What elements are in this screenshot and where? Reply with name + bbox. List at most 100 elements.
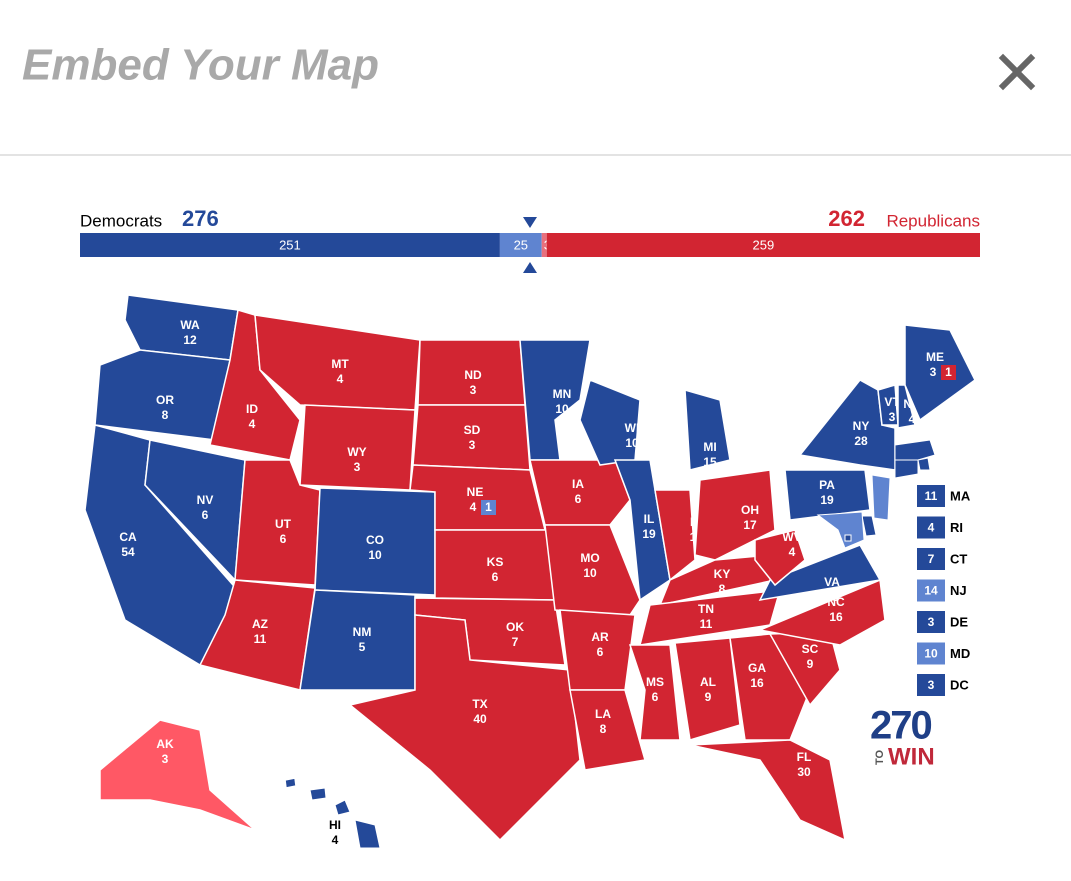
state-votes: 3 — [889, 410, 896, 424]
state-abbr: KS — [487, 555, 504, 569]
state-abbr: WI — [625, 421, 640, 435]
state-abbr: TN — [698, 602, 714, 616]
state-votes: 10 — [555, 402, 569, 416]
state-abbr: ND — [464, 368, 482, 382]
state-votes: 6 — [492, 570, 499, 584]
state-shape — [628, 644, 681, 741]
state-shape — [354, 819, 381, 849]
close-icon[interactable] — [998, 53, 1036, 91]
state-votes: 10 — [583, 566, 597, 580]
state-votes: 13 — [825, 590, 839, 604]
state-shape — [894, 439, 936, 461]
state-votes: 28 — [854, 434, 868, 448]
state-shape — [871, 474, 891, 521]
state-abbr: FL — [797, 750, 812, 764]
state-votes: 19 — [820, 493, 834, 507]
split-votes: 1 — [485, 500, 492, 514]
state-abbr: IA — [572, 477, 584, 491]
state-abbr: AR — [591, 630, 609, 644]
segment-label: 259 — [753, 237, 775, 252]
state-shape — [729, 633, 811, 741]
state-votes: 11 — [254, 632, 267, 646]
marker-top — [523, 217, 537, 228]
state-shape — [897, 384, 916, 429]
state-votes: 15 — [703, 455, 717, 469]
state-abbr: WY — [347, 445, 366, 459]
small-state-votes: 14 — [924, 584, 938, 598]
split-votes: 1 — [945, 365, 952, 379]
state-votes: 4 — [470, 500, 477, 514]
state-votes: 6 — [597, 645, 604, 659]
state-abbr: NM — [353, 625, 372, 639]
state-shape — [758, 544, 882, 601]
bar-segment — [80, 233, 500, 257]
state-abbr: WV — [782, 530, 801, 544]
state-shape — [638, 589, 782, 646]
small-state-abbr: DC — [950, 677, 969, 692]
state-votes: 3 — [162, 752, 169, 766]
state-votes: 40 — [473, 712, 487, 726]
state-shape — [844, 534, 852, 542]
state-abbr: ID — [246, 402, 258, 416]
small-state-abbr: DE — [950, 614, 968, 629]
state-votes: 8 — [719, 582, 726, 596]
state-shape — [694, 469, 776, 561]
state-shape — [569, 689, 646, 771]
state-abbr: HI — [329, 818, 341, 832]
logo: 270 TO WIN — [870, 704, 935, 771]
state-abbr: OR — [156, 393, 174, 407]
state-votes: 4 — [332, 833, 339, 847]
state-votes: 7 — [512, 635, 519, 649]
state-shape — [99, 719, 256, 831]
bar-segment — [499, 233, 542, 257]
state-shape — [904, 324, 976, 422]
bar-segment — [546, 233, 980, 257]
small-state-box — [917, 485, 945, 507]
state-shape — [654, 489, 696, 582]
segment-label: 251 — [279, 237, 301, 252]
state-votes: 3 — [469, 438, 476, 452]
state-abbr: NY — [853, 419, 870, 433]
state-shape — [334, 799, 351, 816]
small-state-votes: 3 — [928, 615, 935, 629]
state-votes: 5 — [359, 640, 366, 654]
state-votes: 10 — [368, 548, 382, 562]
state-votes: 6 — [202, 508, 209, 522]
state-shape — [754, 529, 806, 587]
state-votes: 4 — [909, 412, 916, 426]
state-abbr: NC — [827, 595, 845, 609]
close-button[interactable] — [998, 53, 1036, 91]
state-votes: 3 — [470, 383, 477, 397]
state-shape — [674, 637, 741, 741]
segment-label: 25 — [514, 237, 528, 252]
state-shape — [613, 459, 671, 602]
state-shape — [198, 579, 316, 691]
state-votes: 9 — [807, 657, 814, 671]
state-abbr: NE — [467, 485, 484, 499]
state-shape — [689, 739, 847, 842]
state-abbr: AZ — [252, 617, 268, 631]
state-shape — [816, 511, 865, 549]
state-votes: 6 — [652, 690, 659, 704]
state-votes: 9 — [705, 690, 712, 704]
rep-label: Republicans — [886, 211, 980, 230]
state-shape — [894, 459, 919, 479]
logo-number: 270 — [870, 704, 931, 748]
state-abbr: LA — [595, 707, 611, 721]
state-votes: 19 — [642, 527, 656, 541]
bar-segment — [541, 233, 547, 257]
state-votes: 16 — [829, 610, 843, 624]
state-votes: 10 — [625, 436, 639, 450]
small-state-box — [917, 579, 945, 602]
state-votes: 4 — [337, 372, 344, 386]
logo-to: TO — [874, 749, 886, 765]
state-votes: 17 — [743, 518, 757, 532]
logo-win: WIN — [888, 743, 935, 770]
state-abbr: SD — [464, 423, 481, 437]
small-state-box — [917, 516, 945, 539]
marker-bottom — [523, 262, 537, 273]
state-abbr: VA — [824, 575, 840, 589]
state-abbr: CA — [119, 530, 137, 544]
